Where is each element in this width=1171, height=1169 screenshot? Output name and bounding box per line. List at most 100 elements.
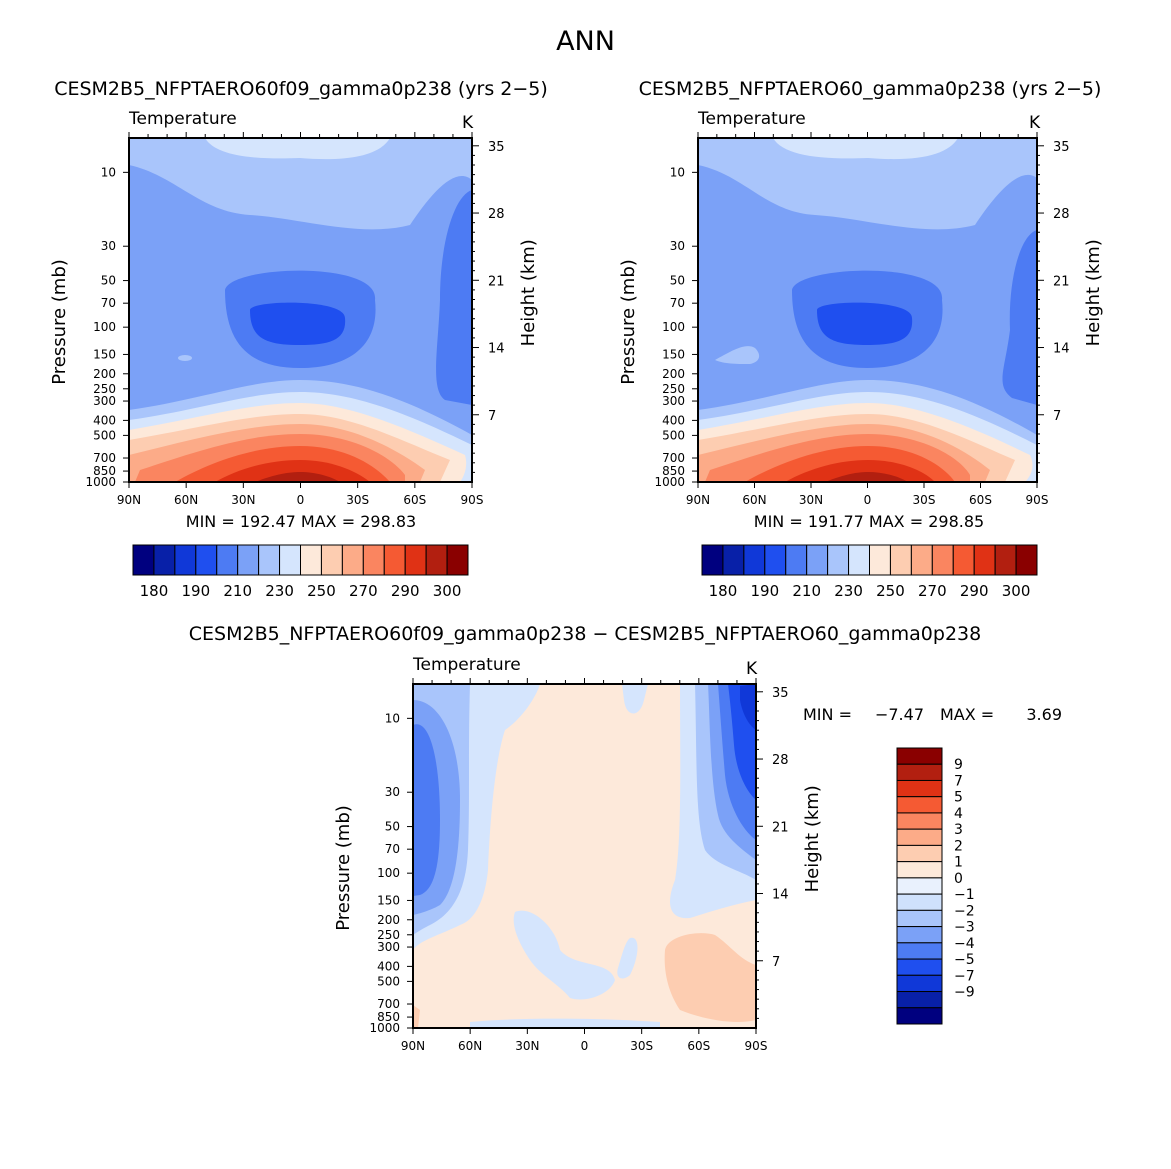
height-tick-label: 14 (1053, 342, 1070, 357)
contour-fill (698, 138, 1037, 230)
x-tick-label: 0 (297, 493, 305, 507)
height-tick-label: 21 (1053, 274, 1070, 289)
colorbar-swatch (931, 544, 954, 576)
colorbar-swatch (785, 544, 808, 576)
panel-3-max-value: 3.69 (1026, 705, 1062, 724)
colorbar-swatch (896, 812, 943, 830)
colorbar-swatch (896, 877, 943, 895)
colorbar-swatch (743, 544, 766, 576)
colorbar-swatch (300, 544, 322, 576)
colorbar-label: 290 (960, 582, 989, 600)
contour-fill (825, 472, 908, 482)
panel-1: CESM2B5_NFPTAERO60f09_gamma0p238 (yrs 2−… (49, 78, 548, 600)
x-tick-label: 60N (742, 493, 766, 507)
colorbar-label: −2 (954, 903, 975, 919)
colorbar-swatch (279, 544, 301, 576)
colorbar-swatch (896, 942, 943, 960)
height-tick-label: 28 (772, 753, 789, 768)
x-tick-label: 30S (913, 493, 936, 507)
x-tick-label: 90N (117, 493, 141, 507)
colorbar-label: 230 (265, 582, 294, 600)
contour-fill (470, 1018, 660, 1028)
colorbar-swatch (889, 544, 912, 576)
colorbar-swatch (869, 544, 891, 576)
height-tick-label: 35 (1053, 140, 1070, 155)
colorbar-swatch (896, 926, 943, 944)
height-tick-label: 7 (772, 955, 780, 970)
colorbar-label: 190 (181, 582, 210, 600)
height-tick-label: 28 (1053, 207, 1070, 222)
y-axis-title: Pressure (mb) (49, 259, 70, 385)
y-tick-label: 300 (377, 940, 400, 954)
panel-2-units: K (1029, 113, 1041, 133)
colorbar-swatch (237, 544, 260, 576)
x-tick-label: 30N (231, 493, 255, 507)
contour-fill (436, 190, 472, 405)
y-tick-label: 100 (93, 320, 116, 334)
y-tick-label: 500 (93, 428, 116, 442)
colorbar-swatch (896, 763, 943, 781)
colorbar-swatch (764, 544, 787, 576)
contour-fill (817, 302, 913, 345)
colorbar-label: −1 (954, 887, 975, 903)
colorbar-swatch (701, 544, 724, 576)
colorbar-swatch (896, 844, 943, 863)
y-tick-label: 850 (377, 1010, 400, 1024)
y-tick-label: 70 (385, 842, 400, 856)
y-tick-label: 250 (662, 382, 685, 396)
colorbar-label: 270 (349, 582, 378, 600)
colorbar-swatch (896, 779, 943, 798)
y-tick-label: 200 (377, 913, 400, 927)
colorbar-swatch (446, 544, 469, 576)
colorbar-label: 180 (709, 582, 738, 600)
y-tick-label: 700 (377, 997, 400, 1011)
y-tick-label: 30 (385, 785, 400, 799)
y-tick-label: 850 (662, 464, 685, 478)
colorbar-label: 2 (954, 838, 963, 854)
colorbar-swatch (362, 544, 385, 576)
panel-2-colorbar: 180 190 210 230 250 270 290 300 (701, 544, 1038, 600)
colorbar-swatch (896, 958, 943, 976)
y-tick-label: 850 (93, 464, 116, 478)
contour-fill (178, 355, 192, 361)
panel-1-title: CESM2B5_NFPTAERO60f09_gamma0p238 (yrs 2−… (54, 78, 548, 100)
height-tick-label: 7 (1053, 409, 1061, 424)
contour-fill (215, 460, 370, 482)
panel-1-units: K (462, 113, 474, 133)
colorbar-label: 270 (918, 582, 947, 600)
y-tick-label: 250 (377, 928, 400, 942)
colorbar-label: −5 (954, 952, 975, 968)
panel-1-colorbar: 180 190 210 230 250 270 290 300 (132, 544, 469, 600)
panel-1-field (129, 138, 472, 482)
height-tick-label: 35 (772, 686, 789, 701)
height-tick-label: 7 (488, 409, 496, 424)
y-tick-label: 10 (670, 165, 685, 179)
colorbar-label: 5 (954, 790, 963, 806)
colorbar-label: 190 (750, 582, 779, 600)
colorbar-label: 1 (954, 855, 963, 871)
colorbar-swatch (973, 544, 996, 576)
colorbar-label: −9 (954, 985, 975, 1001)
colorbar-swatch (425, 544, 448, 576)
panel-2-stats: MIN = 191.77 MAX = 298.85 (754, 512, 984, 531)
colorbar-swatch (153, 544, 176, 576)
contour-fill (1002, 230, 1037, 405)
colorbar-swatch (216, 544, 239, 576)
contour-fill (785, 460, 935, 482)
contour-fill (740, 684, 756, 730)
contour-fill (205, 138, 390, 160)
y-tick-label: 10 (101, 165, 116, 179)
height-tick-label: 35 (488, 140, 505, 155)
panel-3-max-label: MAX = (940, 705, 994, 724)
height-tick-label: 14 (772, 888, 789, 903)
contour-fill (250, 302, 346, 345)
contour-fill (664, 933, 756, 1022)
y-tick-label: 100 (662, 320, 685, 334)
colorbar-swatch (806, 544, 829, 576)
y-tick-label: 400 (93, 413, 116, 427)
colorbar-swatch (722, 544, 745, 576)
colorbar-swatch (1015, 544, 1038, 576)
colorbar-label: 9 (954, 757, 963, 773)
contour-fill (413, 1005, 420, 1028)
